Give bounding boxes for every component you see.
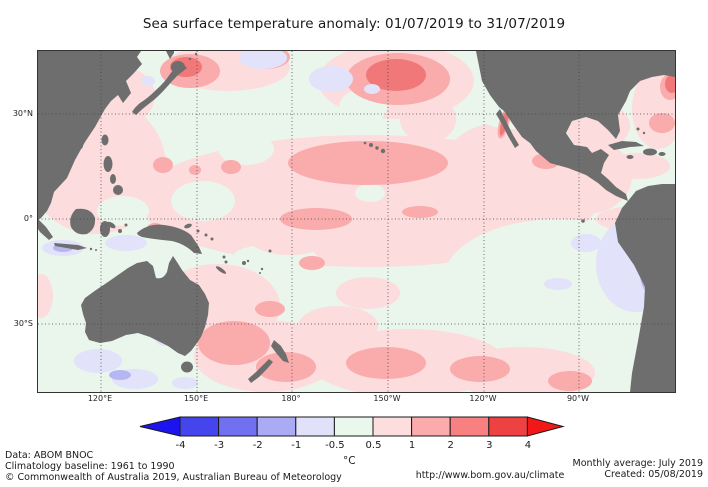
lon-tick-90w: 90°W (566, 394, 590, 403)
landmasses (38, 51, 675, 392)
colorbar-tick-label: -4 (175, 440, 186, 451)
land-hawaii (363, 141, 386, 154)
lat-tick-30n: 30°N (12, 109, 33, 118)
page-title: Sea surface temperature anomaly: 01/07/2… (142, 16, 566, 32)
land-sumatra (38, 219, 53, 240)
footer-data-source: Data: ABOM BNOC (5, 450, 94, 461)
colorbar-segment (256, 416, 297, 437)
footer-baseline: Climatology baseline: 1961 to 1990 (5, 461, 175, 472)
colorbar-segment (179, 416, 220, 437)
land-cuba (608, 141, 644, 150)
colorbar-segment (449, 416, 490, 437)
colorbar-segment (372, 416, 413, 437)
lon-tick-180: 180° (281, 394, 301, 403)
land-jamaica (626, 155, 634, 159)
land-asia (38, 51, 142, 220)
land-japan (132, 65, 187, 115)
colorbar-left-arrow (139, 416, 181, 437)
grid-lines (38, 51, 675, 392)
colorbar-segment (333, 416, 374, 437)
pacific-map-svg (38, 51, 675, 392)
colorbar-segment (218, 416, 258, 437)
colorbar-unit-label: °C (343, 455, 356, 467)
colorbar-tick-label: -1 (291, 440, 302, 451)
land-galapagos (581, 219, 585, 223)
colorbar-tick-label: -2 (252, 440, 263, 451)
lon-tick-120e: 120°E (87, 394, 113, 403)
colorbar-tick-label: 2 (447, 440, 454, 451)
land-new-caledonia (215, 266, 227, 274)
land-philippines (103, 156, 113, 172)
lon-tick-150w: 150°W (373, 394, 401, 403)
footer-copyright: © Commonwealth of Australia 2019, Austra… (5, 472, 342, 483)
land-australia (81, 256, 209, 356)
lat-tick-0: 0° (23, 214, 33, 223)
land-sakhalin (166, 51, 174, 59)
colorbar-tick-label: -3 (214, 440, 225, 451)
pacific-map (37, 50, 676, 393)
colorbar-tick-label: 1 (408, 440, 416, 451)
lon-tick-120w: 120°W (469, 394, 497, 403)
land-baja-california (496, 109, 519, 148)
land-hokkaido (171, 61, 185, 73)
land-fiji (242, 261, 246, 265)
colorbar (139, 416, 565, 437)
lon-tick-150e: 150°E (183, 394, 209, 403)
land-borneo (70, 208, 96, 235)
colorbar-tick-label: 0.5 (365, 440, 382, 451)
land-java (54, 243, 87, 250)
land-new-guinea (137, 224, 202, 254)
colorbar-right-arrow (526, 416, 565, 437)
anomaly-warm-medium-layer (147, 51, 675, 391)
footer-monthly-average: Monthly average: July 2019 (572, 458, 703, 469)
land-south-america (615, 184, 675, 392)
colorbar-segment (411, 416, 451, 437)
land-nz-south-island (248, 359, 273, 383)
footer-created: Created: 05/08/2019 (604, 469, 703, 480)
colorbar-segment (295, 416, 335, 437)
colorbar-tick-label: 3 (486, 440, 493, 451)
land-hainan (77, 143, 83, 149)
land-north-america (476, 51, 675, 201)
colorbar-segment (488, 416, 528, 437)
land-nz-north-island (271, 340, 289, 363)
land-tasmania (181, 361, 193, 373)
footer-right: Monthly average: July 2019 Created: 05/0… (573, 458, 703, 480)
lat-tick-30s: 30°S (13, 319, 33, 328)
footer-left: Data: ABOM BNOC Climatology baseline: 19… (5, 450, 342, 483)
colorbar-tick-label: 4 (524, 440, 532, 451)
colorbar-tick-label: -0.5 (325, 440, 345, 451)
land-taiwan (101, 134, 109, 146)
land-puerto-rico (658, 152, 666, 156)
footer-url: http://www.bom.gov.au/climate (415, 470, 565, 481)
land-hispaniola (643, 148, 657, 156)
